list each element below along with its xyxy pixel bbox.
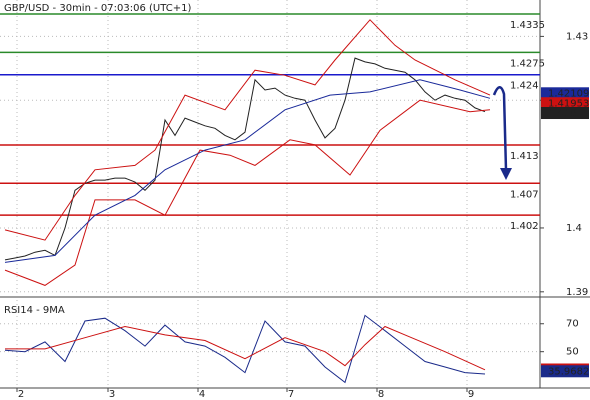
chart-title: GBP/USD - 30min - 07:03:06 (UTC+1) <box>4 3 191 14</box>
x-tick-label: 2 <box>18 389 24 400</box>
forecast-arrowhead <box>500 168 512 180</box>
level-label: 1.424 <box>510 81 539 92</box>
y-tick-label: 50 <box>566 347 579 358</box>
series-line <box>4 19 491 241</box>
level-label: 1.4335 <box>510 20 545 31</box>
y-tick-label: 1.39 <box>566 287 588 298</box>
x-tick-label: 4 <box>199 389 205 400</box>
series-line <box>4 99 491 286</box>
rsi-title: RSI14 - 9MA <box>4 305 65 316</box>
forecast-arrow <box>492 86 508 171</box>
price-badge <box>541 365 589 378</box>
series-line <box>5 325 486 371</box>
x-tick-label: 7 <box>288 389 294 400</box>
x-tick-label: 3 <box>109 389 115 400</box>
level-label: 1.402 <box>510 221 539 232</box>
level-label: 1.413 <box>510 151 539 162</box>
y-tick-label: 1.43 <box>566 31 588 42</box>
x-tick-label: 8 <box>378 389 384 400</box>
price-badge-label: 35.9682 <box>548 366 589 377</box>
y-tick-label: 70 <box>566 319 579 330</box>
level-label: 1.4275 <box>510 58 545 69</box>
price-badge <box>541 107 589 120</box>
y-tick-label: 1.4 <box>566 223 582 234</box>
price-badge-label: 1.41953 <box>548 98 589 109</box>
price-badge <box>541 87 589 100</box>
level-label: 1.407 <box>510 189 539 200</box>
x-tick-label: 9 <box>468 389 474 400</box>
series-line <box>4 79 491 263</box>
price-badge <box>541 97 589 110</box>
series-line <box>4 314 486 384</box>
price-badge-label: 1.42109 <box>548 88 589 99</box>
price-badge-label: 1.418 <box>548 108 577 119</box>
